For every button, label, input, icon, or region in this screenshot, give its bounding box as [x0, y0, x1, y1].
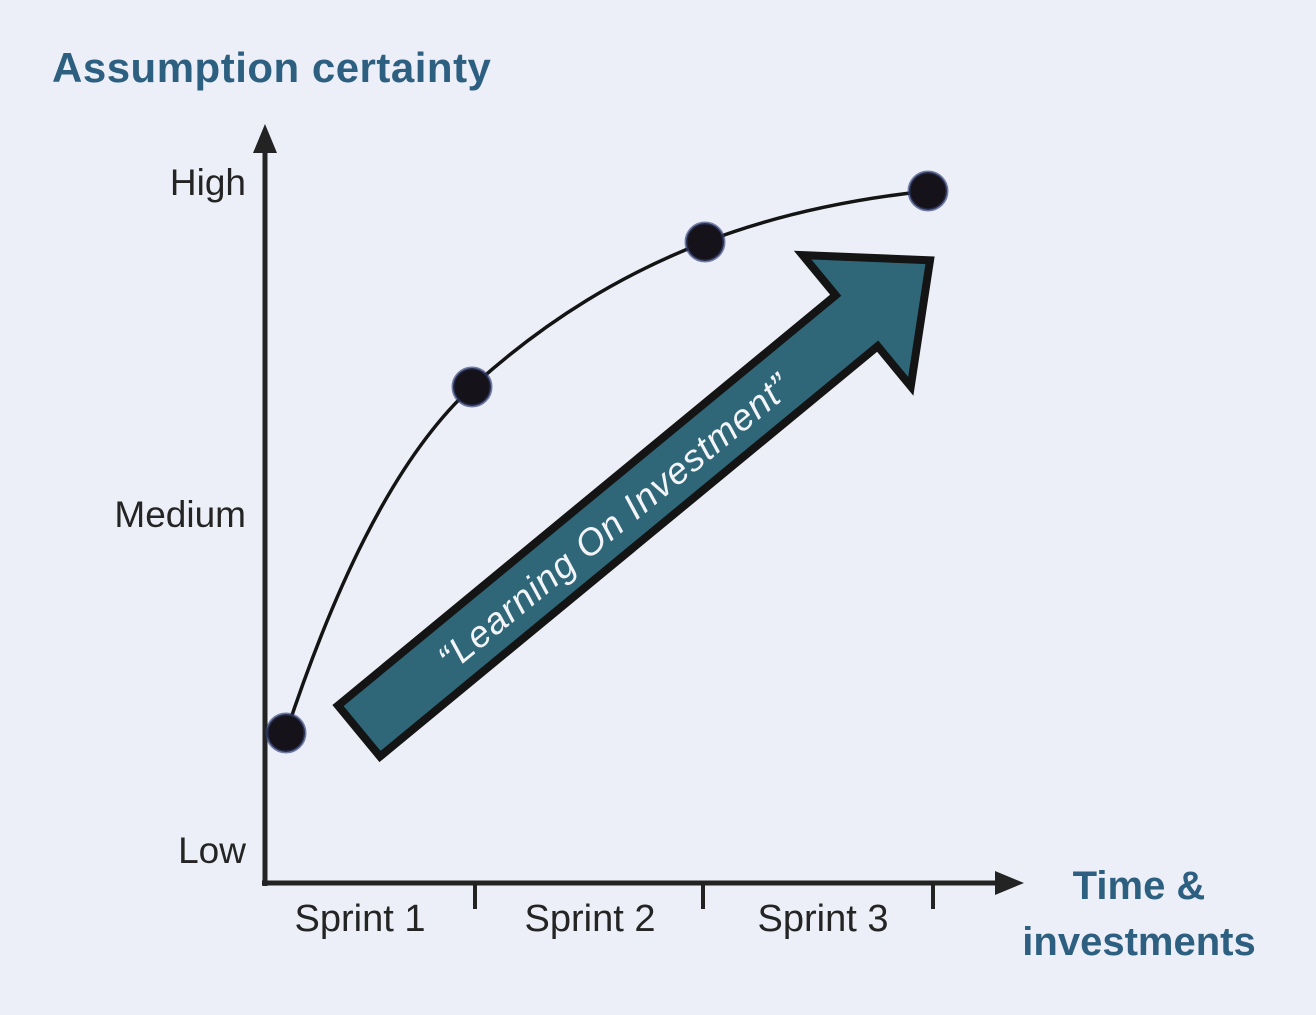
x-tick-label-sprint3: Sprint 3 [757, 898, 889, 940]
chart-title: Assumption certainty [52, 44, 492, 91]
y-axis-arrowhead-icon [253, 124, 277, 153]
x-axis-title: Time & investments [1005, 858, 1273, 970]
x-axis-title-line1: Time & [1072, 864, 1206, 908]
learning-arrow-label: “Learning On Investment” [430, 365, 799, 679]
x-axis-title-line2: investments [1022, 920, 1256, 964]
data-point-sprint1 [451, 366, 493, 408]
data-point-sprint3 [907, 170, 949, 212]
learning-arrow: “Learning On Investment” [332, 250, 935, 763]
data-point-sprint2 [684, 221, 726, 263]
y-tick-label-low: Low [178, 830, 246, 871]
x-axis-arrowhead-icon [995, 871, 1024, 895]
certainty-curve [284, 189, 929, 734]
learning-arrow-shape [332, 250, 935, 763]
x-tick-label-sprint1: Sprint 1 [294, 898, 426, 940]
x-tick-label-sprint2: Sprint 2 [524, 898, 656, 940]
y-tick-label-medium: Medium [114, 494, 246, 535]
data-point-start [265, 712, 307, 754]
y-tick-label-high: High [169, 162, 246, 203]
